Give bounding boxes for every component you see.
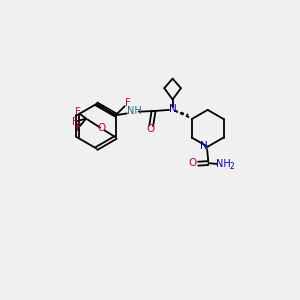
Text: NH: NH [127,106,142,116]
Text: O: O [188,158,196,168]
Text: F: F [125,98,131,108]
Text: N: N [200,141,207,152]
Text: N: N [169,104,176,114]
Text: NH: NH [216,159,231,169]
Text: 2: 2 [230,162,234,171]
Text: F: F [76,123,82,133]
Text: O: O [98,124,106,134]
Text: F: F [75,107,81,117]
Text: F: F [72,117,78,127]
Text: O: O [147,124,155,134]
